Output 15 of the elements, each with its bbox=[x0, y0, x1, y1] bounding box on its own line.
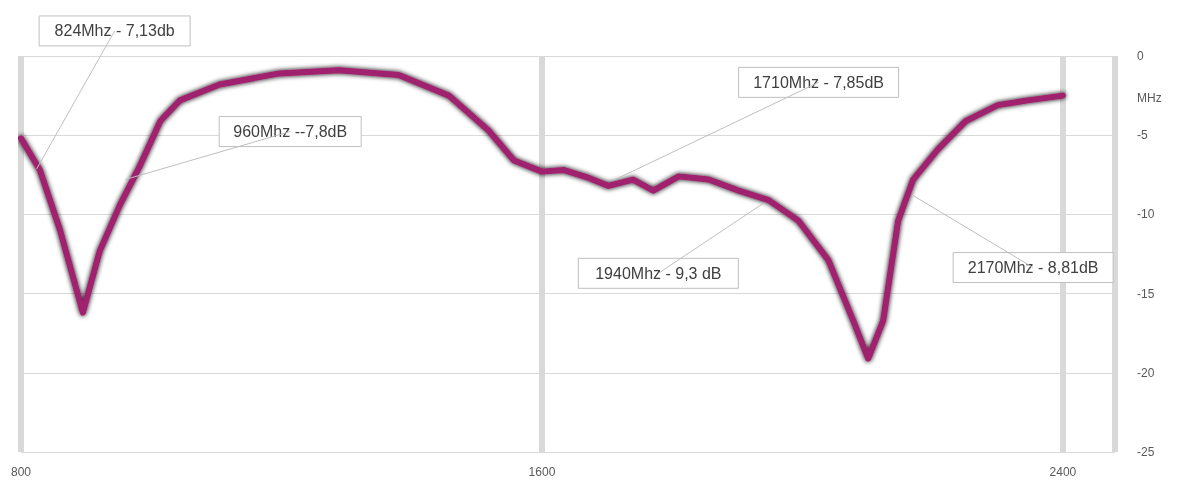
x-tick-label: 800 bbox=[10, 465, 32, 479]
y-tick-label: -10 bbox=[1137, 207, 1155, 222]
annotation: 1940Mhz - 9,3 dB bbox=[595, 264, 722, 282]
y-tick-label: -20 bbox=[1137, 365, 1155, 380]
y-tick-label: 0 bbox=[1137, 49, 1144, 63]
annotation: 1710Mhz - 7,85dB bbox=[753, 73, 884, 91]
annotation: 960Mhz --7,8dB bbox=[233, 123, 348, 141]
x-tick-label: 1600 bbox=[528, 465, 556, 479]
y-tick-label: -5 bbox=[1137, 128, 1148, 143]
x-axis-title: MHz bbox=[1137, 91, 1162, 105]
x-tick-label: 2400 bbox=[1049, 465, 1077, 479]
y-tick-label: -15 bbox=[1137, 286, 1155, 301]
annotation: 824Mhz - 7,13db bbox=[54, 22, 175, 40]
y-tick-label: -25 bbox=[1137, 445, 1155, 459]
annotation: 2170Mhz - 8,81dB bbox=[967, 259, 1099, 277]
